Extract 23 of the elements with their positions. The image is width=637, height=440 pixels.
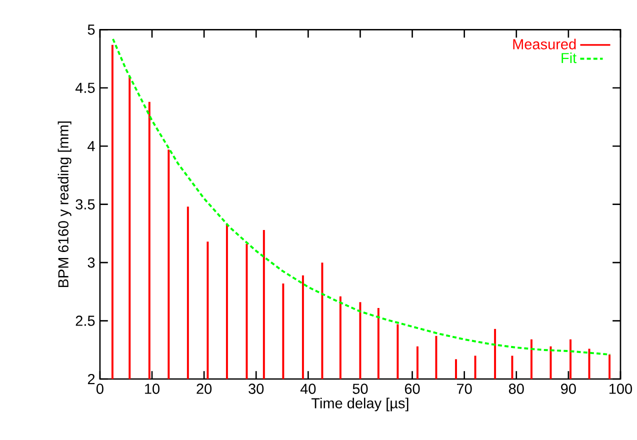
y-tick-label: 2.5 [76, 315, 95, 326]
y-tick-label: 4 [88, 140, 95, 151]
legend-label: Measured [513, 38, 576, 50]
x-tick-label: 80 [508, 384, 524, 394]
line-series [112, 38, 612, 356]
x-tick-label: 40 [300, 384, 316, 394]
x-axis-title: Time delay [µs] [311, 398, 408, 412]
legend-label: Fit [562, 52, 577, 63]
x-tick-label: 0 [96, 384, 104, 394]
y-tick-label: 5 [88, 24, 95, 35]
y-axis-title: BPM 6160 y reading [mm] [58, 121, 72, 287]
x-tick-label: 30 [248, 384, 264, 394]
x-tick-label: 90 [561, 384, 576, 394]
x-tick-label: 50 [352, 384, 368, 394]
x-tick-label: 20 [196, 384, 212, 394]
y-tick-label: 3 [88, 257, 95, 268]
y-tick-label: 3.5 [76, 199, 95, 210]
y-tick-label: 4.5 [75, 82, 95, 93]
x-tick-label: 70 [457, 384, 472, 394]
y-tick-label: 2 [88, 374, 95, 384]
x-tick-label: 60 [404, 384, 420, 394]
x-tick-label: 10 [145, 384, 160, 394]
x-tick-label: 100 [609, 384, 632, 394]
